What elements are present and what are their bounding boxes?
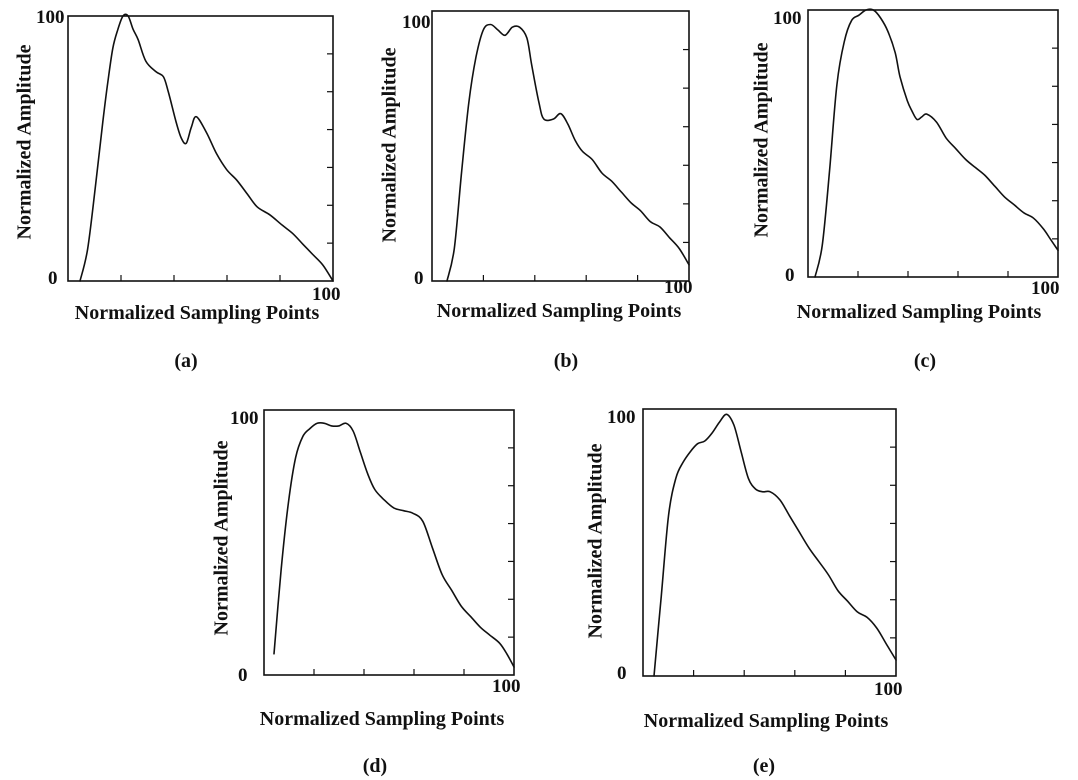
panel-caption-a: (a) [174,350,198,372]
x-axis-label-a: Normalized Sampling Points [74,302,320,324]
y-min-tick-label-a: 0 [48,268,58,289]
panel-caption-d: (d) [362,755,388,777]
data-line-d [273,421,515,668]
x-max-tick-label-a: 100 [312,284,341,305]
y-max-tick-label-e: 100 [607,407,636,428]
y-min-tick-label-e: 0 [617,663,627,684]
x-max-tick-label-b: 100 [664,277,693,298]
plot-frame-c [807,9,1059,278]
data-line-e [653,413,897,677]
y-min-tick-label-b: 0 [414,268,424,289]
data-line-c [814,8,1059,278]
y-max-tick-label-a: 100 [36,7,65,28]
x-max-tick-label-c: 100 [1031,278,1060,299]
data-line-b [446,23,690,282]
plot-frame-d [263,409,515,676]
panel-caption-e: (e) [752,755,776,777]
plot-frame-a [67,15,334,282]
plot-frame-e [642,408,897,677]
y-max-tick-label-d: 100 [230,408,259,429]
x-axis-label-c: Normalized Sampling Points [796,301,1042,323]
x-axis-label-d: Normalized Sampling Points [259,708,505,730]
x-max-tick-label-e: 100 [874,679,903,700]
plot-frame-b [431,10,690,282]
x-axis-label-e: Normalized Sampling Points [643,710,889,732]
x-max-tick-label-d: 100 [492,676,521,697]
panel-caption-b: (b) [553,350,579,372]
data-line-a [79,13,334,282]
x-axis-label-b: Normalized Sampling Points [436,300,682,322]
y-max-tick-label-b: 100 [402,12,431,33]
panel-caption-c: (c) [913,350,937,372]
y-min-tick-label-c: 0 [785,265,795,286]
y-max-tick-label-c: 100 [773,8,802,29]
y-min-tick-label-d: 0 [238,665,248,686]
